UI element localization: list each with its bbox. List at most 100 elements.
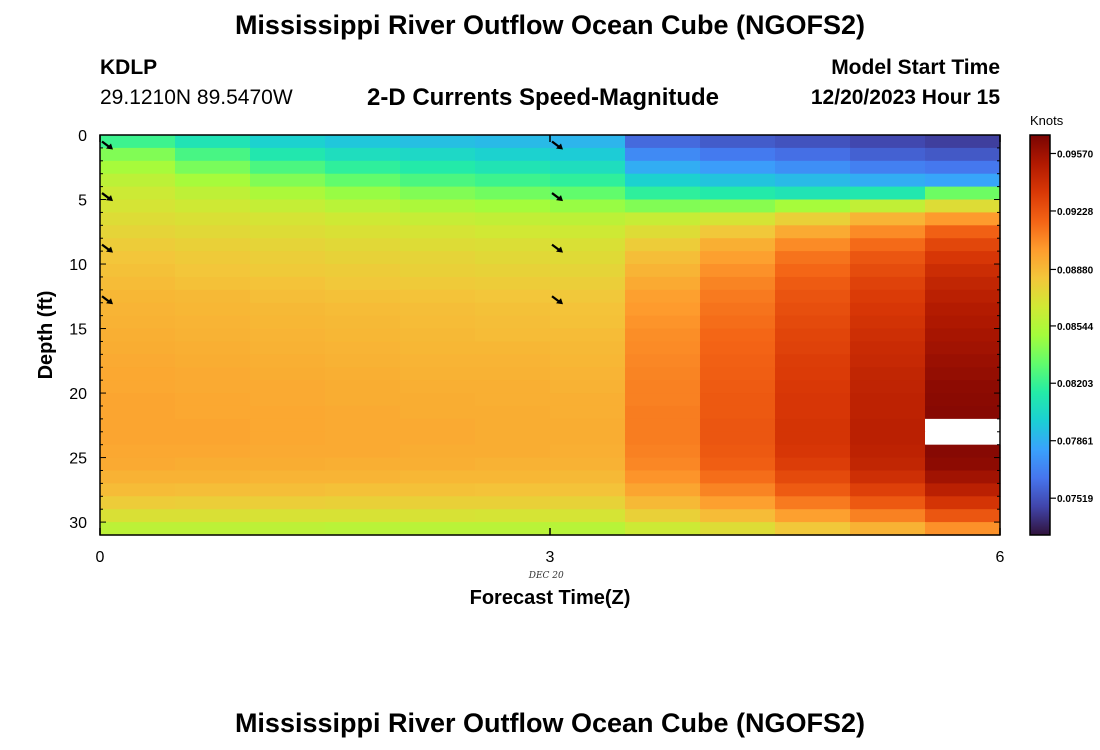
heatmap-cell — [325, 483, 401, 497]
heatmap-cell — [325, 289, 401, 304]
heatmap-cell — [175, 405, 251, 420]
heatmap-cell — [100, 199, 176, 214]
heatmap-cell — [100, 186, 176, 201]
heatmap-cell — [250, 431, 326, 446]
heatmap-cell — [250, 393, 326, 407]
heatmap-cell — [550, 522, 626, 536]
heatmap-cell — [700, 225, 776, 239]
heatmap-cell — [175, 341, 251, 355]
y-axis-title: Depth (ft) — [35, 291, 57, 380]
heatmap-cell — [775, 289, 851, 304]
heatmap-cell — [850, 212, 926, 226]
heatmap-cell — [550, 354, 626, 368]
heatmap-cell — [700, 483, 776, 497]
heatmap-cell — [475, 289, 551, 304]
colorbar-tick-label: 0.07861 — [1057, 437, 1094, 448]
heatmap-cell — [850, 457, 926, 472]
heatmap-cell — [400, 367, 476, 381]
heatmap-cell — [400, 522, 476, 536]
heatmap-cell — [100, 302, 176, 317]
heatmap-cell — [550, 212, 626, 226]
heatmap-cell — [775, 418, 851, 433]
heatmap-cell — [550, 483, 626, 497]
heatmap-cell — [325, 199, 401, 214]
heatmap-cell — [400, 160, 476, 175]
heatmap-cell — [775, 380, 851, 394]
heatmap-cell — [475, 341, 551, 355]
heatmap-cell — [700, 496, 776, 510]
heatmap-cell — [625, 225, 701, 239]
heatmap-cell — [775, 470, 851, 484]
heatmap-cell — [475, 431, 551, 446]
current-arrow — [101, 295, 113, 305]
heatmap-cell — [850, 264, 926, 278]
heatmap-cell — [175, 315, 251, 330]
heatmap-cell — [325, 509, 401, 523]
heatmap-cell — [475, 393, 551, 407]
heatmap-cell — [400, 418, 476, 433]
heatmap-cell — [925, 380, 1001, 394]
y-tick-label: 0 — [78, 128, 87, 145]
heatmap-cell — [250, 496, 326, 510]
heatmap-cell — [250, 470, 326, 484]
y-tick-label: 5 — [78, 193, 87, 210]
heatmap-cell — [850, 444, 926, 459]
heatmap-cell — [175, 522, 251, 536]
heatmap-cell — [400, 302, 476, 317]
heatmap-cell — [175, 289, 251, 304]
heatmap-cell — [625, 405, 701, 420]
heatmap-cell — [175, 225, 251, 239]
heatmap-cell — [550, 199, 626, 214]
heatmap-cell — [100, 418, 176, 433]
heatmap-cell — [100, 496, 176, 510]
heatmap-cell — [700, 160, 776, 175]
heatmap-cell — [250, 251, 326, 265]
heatmap-cell — [175, 457, 251, 472]
heatmap-cell — [325, 238, 401, 252]
heatmap-cell — [175, 251, 251, 265]
heatmap-cell — [550, 160, 626, 175]
current-arrow — [101, 192, 113, 202]
heatmap-cell — [250, 160, 326, 175]
heatmap-cell — [475, 496, 551, 510]
heatmap-cell — [475, 509, 551, 523]
heatmap-cell — [775, 509, 851, 523]
heatmap-cell — [475, 251, 551, 265]
heatmap-cell — [625, 328, 701, 343]
heatmap-cell — [250, 289, 326, 304]
heatmap-cell — [100, 509, 176, 523]
heatmap-cell — [325, 418, 401, 433]
heatmap-cell — [325, 470, 401, 484]
current-arrow — [551, 140, 563, 150]
heatmap-cell — [175, 354, 251, 368]
heatmap-cell — [625, 238, 701, 252]
heatmap-cell — [925, 393, 1001, 407]
heatmap-cell — [100, 289, 176, 304]
heatmap-cell — [625, 212, 701, 226]
heatmap-cell — [100, 173, 176, 188]
heatmap-cell — [775, 238, 851, 252]
heatmap-cell — [325, 251, 401, 265]
heatmap-cell — [250, 418, 326, 433]
heatmap-cell — [475, 135, 551, 149]
heatmap-cell — [850, 341, 926, 355]
heatmap-cell — [325, 457, 401, 472]
heatmap-cell — [775, 160, 851, 175]
heatmap-cell — [100, 341, 176, 355]
heatmap-cell — [325, 264, 401, 278]
y-axis: 0 5 10 15 20 25 30 — [69, 128, 1000, 536]
heatmap-cell — [850, 173, 926, 188]
heatmap-cell — [400, 147, 476, 162]
heatmap-cell — [550, 238, 626, 252]
heatmap-cell — [100, 276, 176, 291]
heatmap-cell — [475, 405, 551, 420]
heatmap-cell — [925, 496, 1001, 510]
heatmap-cell — [850, 289, 926, 304]
heatmap-cell — [250, 302, 326, 317]
heatmap-cell — [325, 315, 401, 330]
heatmap-cell — [925, 302, 1001, 317]
heatmap-cell — [175, 212, 251, 226]
heatmap-cell — [700, 315, 776, 330]
heatmap-cell — [400, 470, 476, 484]
heatmap-cell — [775, 367, 851, 381]
